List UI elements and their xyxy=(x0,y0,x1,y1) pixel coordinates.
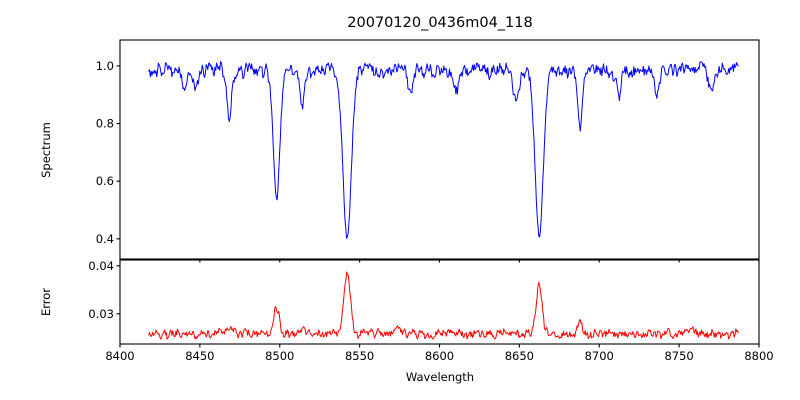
x-tick-label-8600: 8600 xyxy=(425,349,454,363)
x-tick-label-8450: 8450 xyxy=(185,349,214,363)
x-axis-label: Wavelength xyxy=(406,370,474,384)
data-line-spectrum xyxy=(148,60,739,239)
x-tick-label-8650: 8650 xyxy=(505,349,534,363)
x-tick-label-8700: 8700 xyxy=(585,349,614,363)
y-tick-label-spectrum-1: 1.0 xyxy=(96,59,114,73)
x-tick-label-8400: 8400 xyxy=(105,349,134,363)
axes-group: 0.4 0.6 0.8 1.0 8400 8450 8500 8550 8600 8650 8700… xyxy=(88,39,774,363)
data-series-group xyxy=(148,60,739,340)
data-line-error xyxy=(148,271,739,340)
y-axis-label-error: Error xyxy=(39,288,53,316)
y-tick-label-spectrum-0.6: 0.6 xyxy=(96,174,114,188)
y-tick-label-spectrum-0.4: 0.4 xyxy=(96,232,114,246)
y-tick-label-error-0.04: 0.04 xyxy=(88,259,114,273)
x-tick-label-8550: 8550 xyxy=(345,349,374,363)
y-tick-label-error-0.03: 0.03 xyxy=(88,307,114,321)
y-axis-label-spectrum: Spectrum xyxy=(39,122,53,178)
page-title: 20070120_0436m04_118 xyxy=(347,15,532,31)
x-tick-label-8750: 8750 xyxy=(664,349,693,363)
x-tick-label-8800: 8800 xyxy=(744,349,773,363)
x-tick-label-8500: 8500 xyxy=(265,349,294,363)
y-tick-label-spectrum-0.8: 0.8 xyxy=(96,117,114,131)
